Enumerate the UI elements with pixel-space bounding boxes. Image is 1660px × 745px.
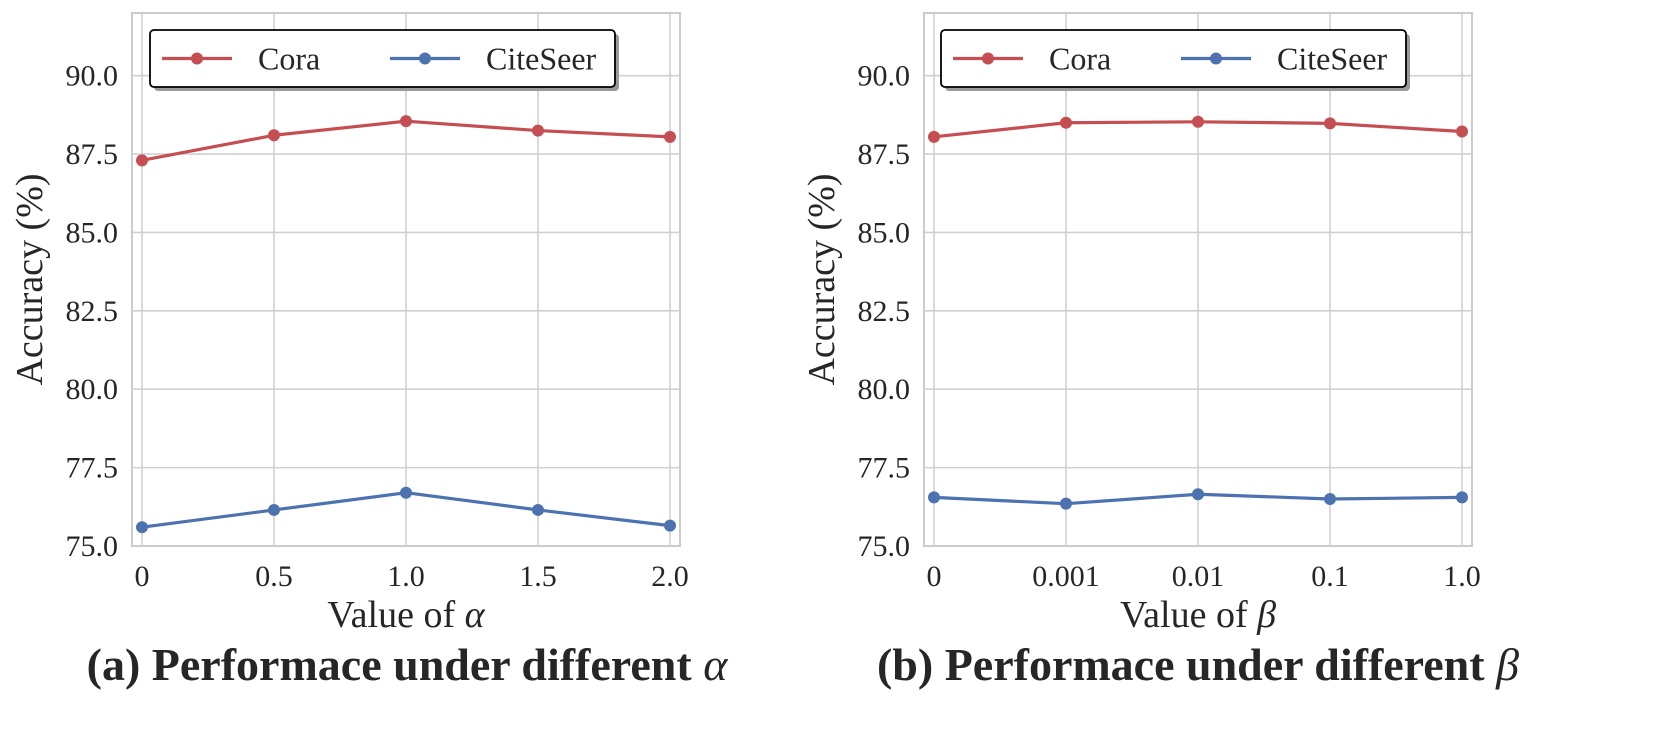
plot-frame — [923, 12, 1473, 547]
x-tick-label: 1.0 — [387, 560, 425, 593]
y-axis-label: Accuracy (%) — [801, 173, 843, 385]
legend-box — [149, 29, 616, 88]
chart-alpha: 75.0 77.5 80.0 82.5 85.0 87.5 90.0 0 0.5 1.0 1.5 2.… — [9, 12, 729, 690]
caption-prefix: (a) Performace under different — [87, 639, 704, 690]
series-citeseer — [928, 488, 1468, 510]
caption-prefix: (b) Performace under different — [877, 639, 1496, 690]
chart-beta: 75.0 77.5 80.0 82.5 85.0 87.5 90.0 0 0.001 0.01 0.… — [801, 12, 1519, 690]
y-tick-label: 77.5 — [858, 452, 911, 485]
legend-label-citeseer: CiteSeer — [486, 41, 597, 77]
legend-label-cora: Cora — [1049, 41, 1111, 77]
y-tick-label: 80.0 — [66, 373, 119, 406]
x-axis-label-prefix: Value of — [1120, 594, 1257, 636]
x-tick-label: 0.01 — [1172, 560, 1225, 593]
data-point-cora — [1456, 125, 1468, 138]
data-point-cora — [664, 130, 676, 143]
caption-symbol: β — [1495, 639, 1519, 690]
x-tick-label: 2.0 — [651, 560, 689, 593]
x-tick-label: 0 — [135, 560, 150, 593]
y-tick-label: 87.5 — [858, 138, 911, 171]
data-point-citeseer — [400, 486, 412, 499]
data-point-cora — [928, 130, 940, 143]
y-tick-label: 85.0 — [66, 216, 119, 249]
data-point-citeseer — [136, 521, 148, 534]
y-tick-label: 75.0 — [858, 530, 911, 563]
x-axis-label: Value of α — [327, 594, 485, 636]
legend-marker-citeseer — [1210, 52, 1222, 65]
y-tick-label: 75.0 — [66, 530, 119, 563]
series-cora — [928, 115, 1468, 143]
plot-frame — [131, 12, 681, 547]
data-point-cora — [1060, 116, 1072, 129]
legend-marker-citeseer — [419, 52, 431, 65]
legend-marker-cora — [982, 52, 994, 65]
legend: Cora CiteSeer — [149, 29, 619, 91]
legend-marker-cora — [191, 52, 203, 65]
data-point-citeseer — [268, 503, 280, 516]
x-axis-label: Value of β — [1120, 594, 1276, 636]
legend-label-citeseer: CiteSeer — [1277, 41, 1388, 77]
data-point-cora — [400, 115, 412, 128]
x-axis-label-symbol: α — [465, 594, 486, 636]
x-tick-label: 1.0 — [1443, 560, 1481, 593]
data-point-cora — [1192, 115, 1204, 128]
y-tick-label: 82.5 — [66, 295, 119, 328]
legend: Cora CiteSeer — [940, 29, 1410, 91]
data-point-citeseer — [532, 503, 544, 516]
x-axis-label-symbol: β — [1256, 594, 1276, 636]
x-tick-label: 0.5 — [255, 560, 293, 593]
y-tick-label: 82.5 — [858, 295, 911, 328]
data-point-citeseer — [1192, 488, 1204, 501]
x-tick-label: 0.1 — [1311, 560, 1349, 593]
data-point-cora — [268, 129, 280, 142]
y-tick-label: 80.0 — [858, 373, 911, 406]
y-tick-label: 87.5 — [66, 138, 119, 171]
legend-box — [940, 29, 1407, 88]
data-point-citeseer — [664, 519, 676, 532]
data-point-citeseer — [1324, 492, 1336, 505]
x-tick-label: 1.5 — [519, 560, 557, 593]
x-axis-label-prefix: Value of — [327, 594, 464, 636]
y-tick-label: 85.0 — [858, 216, 911, 249]
y-tick-label: 77.5 — [66, 452, 119, 485]
legend-label-cora: Cora — [258, 41, 320, 77]
chart-caption: (b) Performace under different β — [877, 639, 1519, 690]
series-citeseer — [136, 486, 676, 534]
series-cora — [136, 115, 676, 167]
y-axis-label: Accuracy (%) — [9, 173, 51, 385]
data-point-citeseer — [928, 491, 940, 504]
data-point-cora — [532, 124, 544, 137]
data-point-cora — [136, 154, 148, 167]
x-tick-label: 0 — [927, 560, 942, 593]
data-point-cora — [1324, 117, 1336, 130]
y-tick-label: 90.0 — [858, 60, 911, 93]
chart-caption: (a) Performace under different α — [87, 639, 729, 690]
caption-symbol: α — [703, 639, 728, 690]
data-point-citeseer — [1060, 497, 1072, 510]
data-point-citeseer — [1456, 491, 1468, 504]
x-tick-label: 0.001 — [1032, 560, 1100, 593]
y-tick-label: 90.0 — [66, 60, 119, 93]
